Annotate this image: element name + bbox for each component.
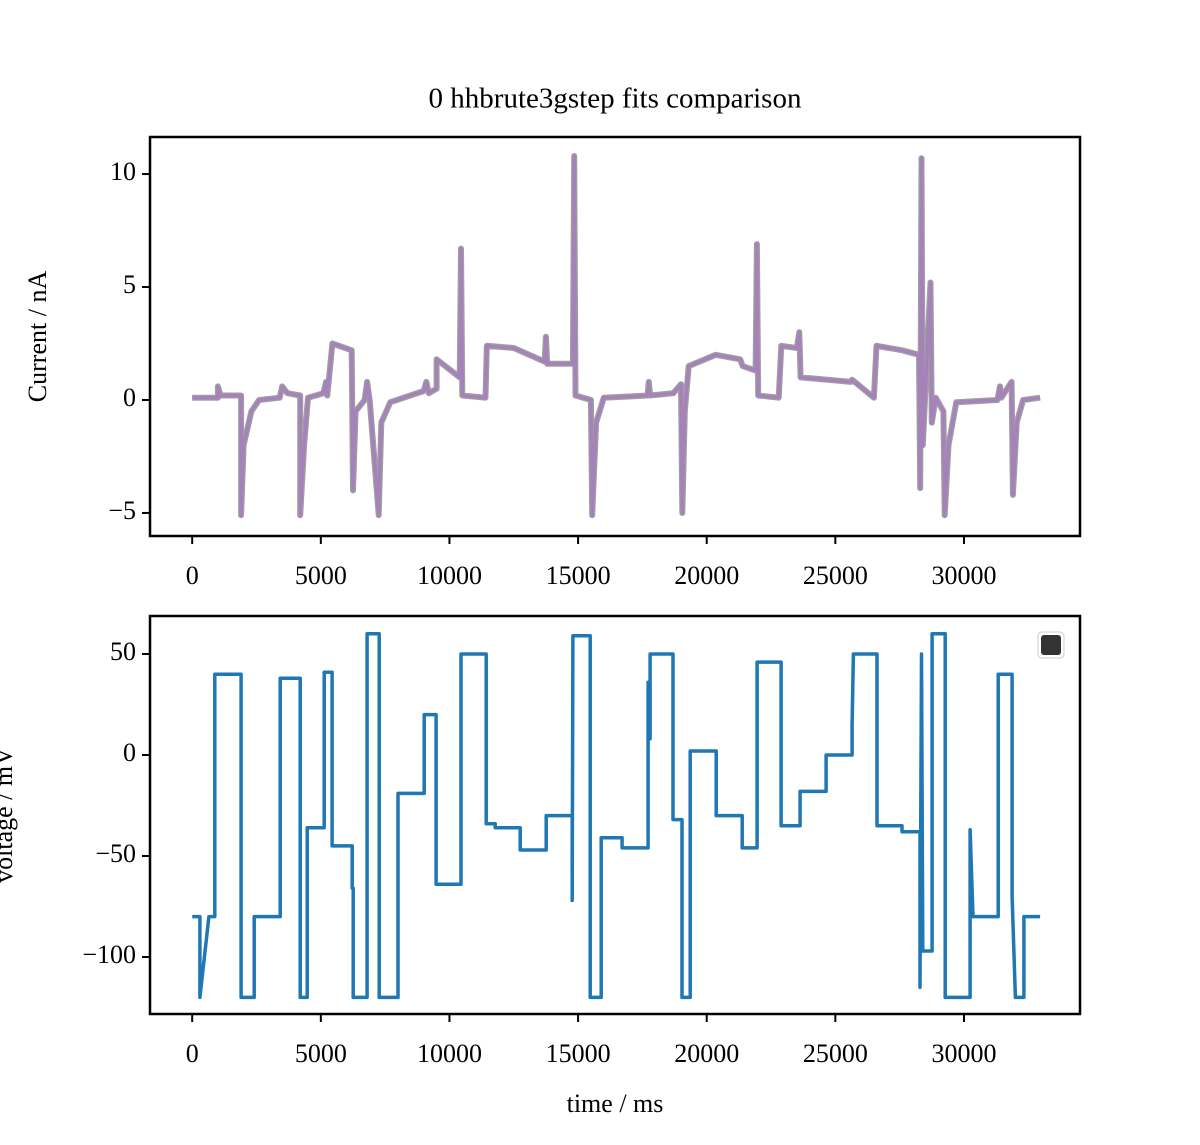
legend-handle [1041, 635, 1061, 655]
x-tick-label: 15000 [546, 561, 611, 590]
x-tick-label: 25000 [803, 1039, 868, 1068]
x-tick-label: 15000 [546, 1039, 611, 1068]
data-line [192, 154, 1041, 517]
y-tick-label: −100 [82, 940, 136, 969]
x-tick-label: 20000 [674, 561, 739, 590]
y-tick-label: −5 [108, 496, 136, 525]
y-tick-label: 5 [123, 270, 136, 299]
x-tick-label: 5000 [295, 561, 347, 590]
plot-frame [148, 614, 1082, 1016]
x-tick-label: 10000 [417, 1039, 482, 1068]
x-tick-label: 25000 [803, 561, 868, 590]
x-tick-label: 5000 [295, 1039, 347, 1068]
x-tick-label: 30000 [931, 561, 996, 590]
data-line [192, 153, 1041, 519]
y-tick-label: −50 [95, 839, 136, 868]
x-tick-label: 10000 [417, 561, 482, 590]
plot-frame [148, 135, 1082, 538]
y-tick-label: 0 [123, 383, 136, 412]
x-tick-label: 0 [186, 1039, 199, 1068]
y-tick-label: 10 [110, 157, 136, 186]
chart-title: 0 hhbrute3gstep fits comparison [429, 83, 802, 115]
x-axis-label: time / ms [567, 1089, 664, 1118]
x-tick-label: 30000 [931, 1039, 996, 1068]
y-axis-label: voltage / mV [0, 747, 18, 883]
x-tick-label: 20000 [674, 1039, 739, 1068]
x-tick-label: 0 [186, 561, 199, 590]
y-tick-label: 0 [123, 738, 136, 767]
y-tick-label: 50 [110, 637, 136, 666]
y-axis-label: Current / nA [23, 271, 52, 403]
data-line [192, 632, 1041, 1000]
